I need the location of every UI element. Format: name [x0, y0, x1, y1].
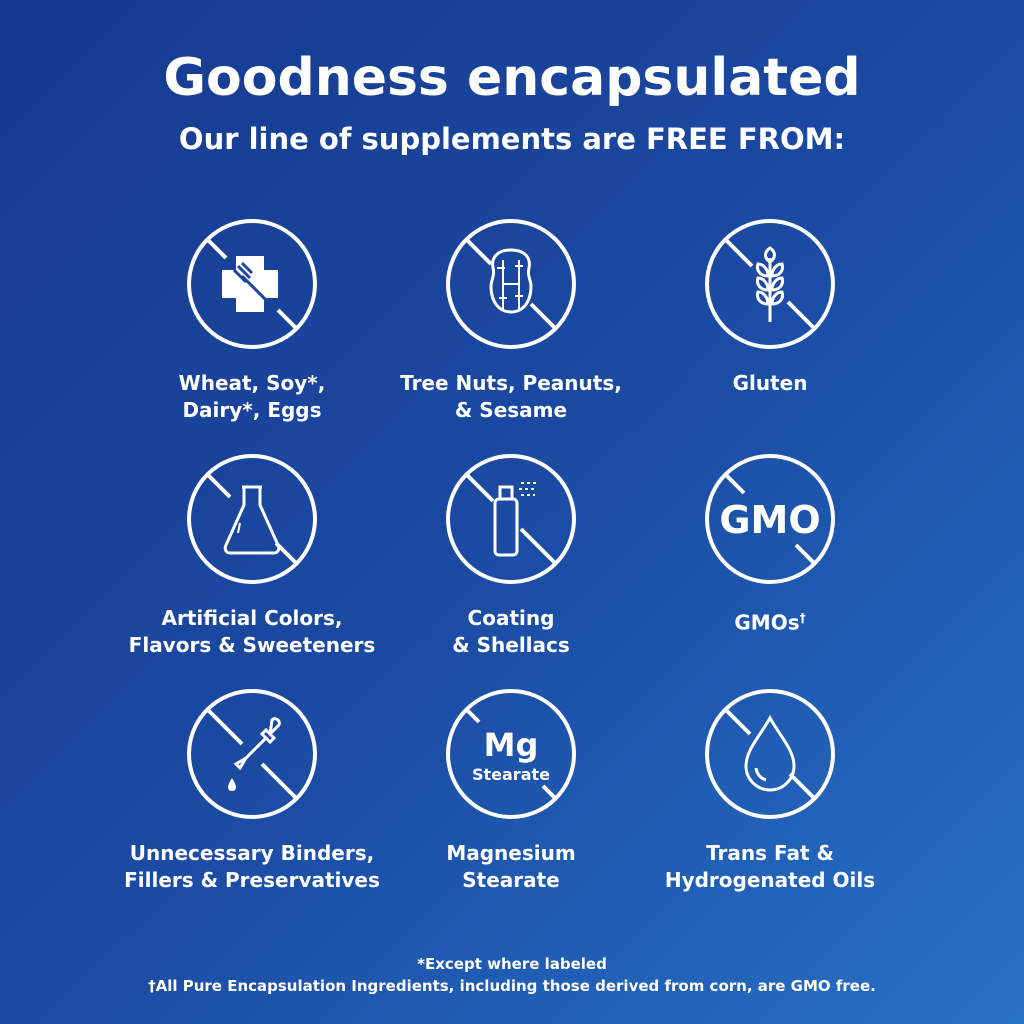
- item-label: Wheat, Soy*, Dairy*, Eggs: [178, 371, 326, 422]
- free-from-item-artificial: Artificial Colors, Flavors & Sweeteners: [102, 453, 402, 659]
- item-label: Magnesium Stearate: [446, 841, 576, 892]
- free-from-item-trans-fat: Trans Fat & Hydrogenated Oils: [620, 688, 920, 894]
- spray-can-icon: [446, 454, 576, 584]
- mg-stearate-icon: Mg Stearate: [446, 689, 576, 819]
- free-from-item-coating: Coating & Shellacs: [361, 453, 661, 659]
- svg-text:Mg: Mg: [484, 726, 539, 764]
- free-from-item-gluten: Gluten: [620, 218, 920, 397]
- item-label: Unnecessary Binders, Fillers & Preservat…: [124, 841, 380, 892]
- wheat-soy-dairy-egg-icon: [187, 219, 317, 349]
- item-label: Gluten: [732, 371, 808, 395]
- free-from-item-wheat-soy-dairy-eggs: Wheat, Soy*, Dairy*, Eggs: [102, 218, 402, 424]
- item-label: Trans Fat & Hydrogenated Oils: [664, 841, 876, 892]
- page-subtitle: Our line of supplements are FREE FROM:: [178, 122, 846, 156]
- free-from-item-binders: Unnecessary Binders, Fillers & Preservat…: [102, 688, 402, 894]
- peanut-icon: [446, 219, 576, 349]
- free-from-item-gmo: GMO GMOs†: [620, 453, 920, 637]
- free-from-item-nuts: Tree Nuts, Peanuts, & Sesame: [361, 218, 661, 424]
- wheat-stalk-icon: [705, 219, 835, 349]
- item-label: Coating & Shellacs: [452, 606, 570, 657]
- item-label: Artificial Colors, Flavors & Sweeteners: [128, 606, 376, 657]
- item-label: GMOs†: [734, 610, 806, 635]
- free-from-item-mg-stearate: Mg Stearate Magnesium Stearate: [361, 688, 661, 894]
- oil-drop-icon: [705, 689, 835, 819]
- footnote-except: *Except where labeled: [417, 955, 607, 973]
- page-title: Goodness encapsulated: [163, 48, 861, 108]
- gmo-icon: GMO: [705, 454, 835, 584]
- dropper-icon: [187, 689, 317, 819]
- footnote-gmo: †All Pure Encapsulation Ingredients, inc…: [148, 977, 876, 995]
- svg-text:Stearate: Stearate: [472, 765, 550, 784]
- svg-text:GMO: GMO: [719, 498, 820, 542]
- item-label: Tree Nuts, Peanuts, & Sesame: [400, 371, 622, 422]
- flask-icon: [187, 454, 317, 584]
